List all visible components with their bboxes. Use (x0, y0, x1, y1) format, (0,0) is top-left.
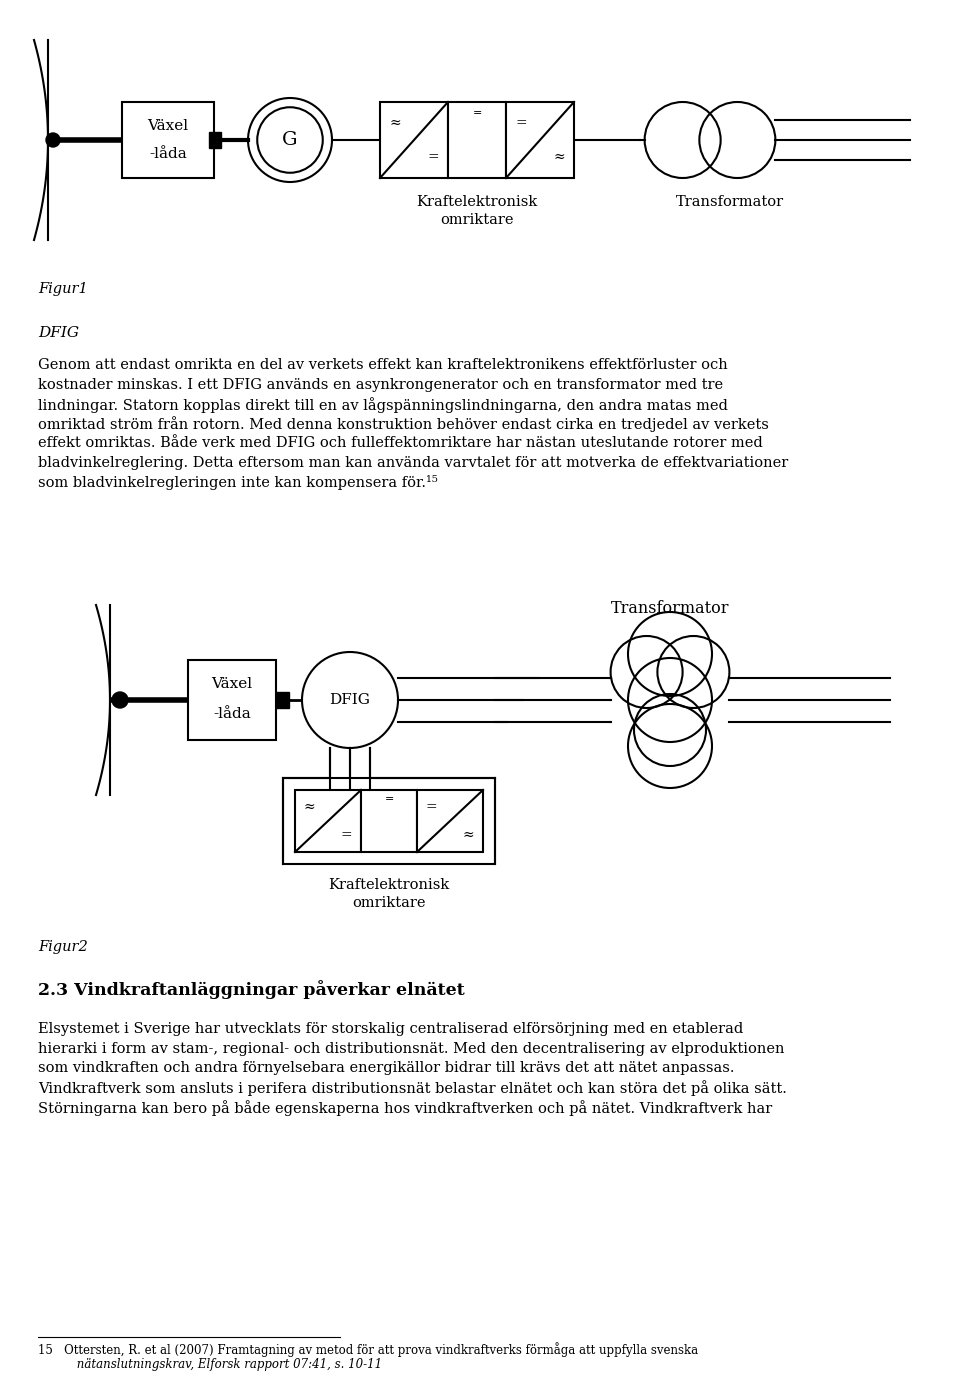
Bar (295, 790, 361, 852)
Text: Störningarna kan bero på både egenskaperna hos vindkraftverken och på nätet. Vin: Störningarna kan bero på både egenskaper… (38, 1099, 772, 1116)
Circle shape (112, 692, 128, 708)
Circle shape (628, 613, 712, 696)
Bar (276, 692, 289, 708)
Bar (506, 102, 574, 178)
Circle shape (46, 133, 60, 147)
Bar (586, 633, 796, 780)
Text: hierarki i form av stam-, regional- och distributionsnät. Med den decentraliseri: hierarki i form av stam-, regional- och … (38, 1041, 784, 1055)
Circle shape (628, 704, 712, 788)
Text: omriktare: omriktare (441, 213, 514, 227)
Text: effekt omriktas. Både verk med DFIG och fulleffektomriktare har nästan uteslutan: effekt omriktas. Både verk med DFIG och … (38, 436, 763, 449)
Bar (122, 102, 214, 178)
Bar (380, 102, 448, 178)
Text: Transformator: Transformator (611, 600, 730, 617)
Text: som bladvinkelregleringen inte kan kompensera för.¹⁵: som bladvinkelregleringen inte kan kompe… (38, 474, 438, 490)
Text: Kraftelektronisk: Kraftelektronisk (328, 878, 449, 892)
Bar (417, 790, 483, 852)
Text: Växel: Växel (148, 119, 188, 133)
Text: ≈: ≈ (303, 801, 315, 815)
Text: bladvinkelreglering. Detta eftersom man kan använda varvtalet för att motverka d: bladvinkelreglering. Detta eftersom man … (38, 455, 788, 469)
Text: kostnader minskas. I ett DFIG används en asynkrongenerator och en transformator : kostnader minskas. I ett DFIG används en… (38, 378, 723, 391)
Circle shape (628, 658, 712, 743)
Text: -låda: -låda (213, 707, 251, 722)
Text: DFIG: DFIG (329, 693, 371, 707)
Text: =: = (425, 801, 438, 815)
Bar (188, 660, 276, 740)
Circle shape (302, 651, 398, 748)
Text: Vindkraftverk som ansluts i perifera distributionsnät belastar elnätet och kan s: Vindkraftverk som ansluts i perifera dis… (38, 1080, 787, 1097)
Text: Genom att endast omrikta en del av verkets effekt kan kraftelektronikens effektf: Genom att endast omrikta en del av verke… (38, 358, 728, 372)
Text: Figur1: Figur1 (38, 282, 87, 296)
Text: =: = (516, 116, 527, 130)
Text: Figur2: Figur2 (38, 940, 87, 954)
Text: ≈: ≈ (389, 116, 400, 130)
Text: -låda: -låda (149, 147, 187, 160)
Bar (361, 790, 417, 852)
Circle shape (634, 694, 706, 766)
Text: Kraftelektronisk: Kraftelektronisk (417, 195, 538, 209)
Circle shape (699, 102, 776, 178)
Text: ≈: ≈ (463, 827, 474, 842)
Text: omriktad ström från rotorn. Med denna konstruktion behöver endast cirka en tredj: omriktad ström från rotorn. Med denna ko… (38, 416, 769, 433)
Circle shape (645, 102, 721, 178)
Text: ≈: ≈ (553, 149, 564, 163)
Text: Transformator: Transformator (676, 195, 784, 209)
Text: =: = (341, 827, 352, 842)
Text: Växel: Växel (211, 678, 252, 692)
Text: Elsystemet i Sverige har utvecklats för storskalig centraliserad elförsörjning m: Elsystemet i Sverige har utvecklats för … (38, 1022, 743, 1036)
Text: =: = (472, 108, 482, 119)
Circle shape (611, 636, 683, 708)
Bar (448, 102, 506, 178)
Bar (209, 131, 221, 148)
Text: DFIG: DFIG (38, 326, 79, 340)
Text: omriktare: omriktare (352, 896, 425, 910)
Text: nätanslutningskrav, Elforsk rapport 07:41, s. 10-11: nätanslutningskrav, Elforsk rapport 07:4… (58, 1358, 382, 1371)
Text: =: = (427, 149, 439, 163)
Circle shape (658, 636, 730, 708)
Text: =: = (384, 794, 394, 805)
Text: 2.3 Vindkraftanläggningar påverkar elnätet: 2.3 Vindkraftanläggningar påverkar elnät… (38, 981, 465, 999)
Bar (283, 779, 495, 864)
Text: G: G (282, 131, 298, 149)
Text: som vindkraften och andra förnyelsebara energikällor bidrar till krävs det att n: som vindkraften och andra förnyelsebara … (38, 1061, 734, 1075)
Text: 15   Ottersten, R. et al (2007) Framtagning av metod för att prova vindkraftverk: 15 Ottersten, R. et al (2007) Framtagnin… (38, 1342, 698, 1357)
Text: lindningar. Statorn kopplas direkt till en av lågspänningslindningarna, den andr: lindningar. Statorn kopplas direkt till … (38, 397, 728, 414)
